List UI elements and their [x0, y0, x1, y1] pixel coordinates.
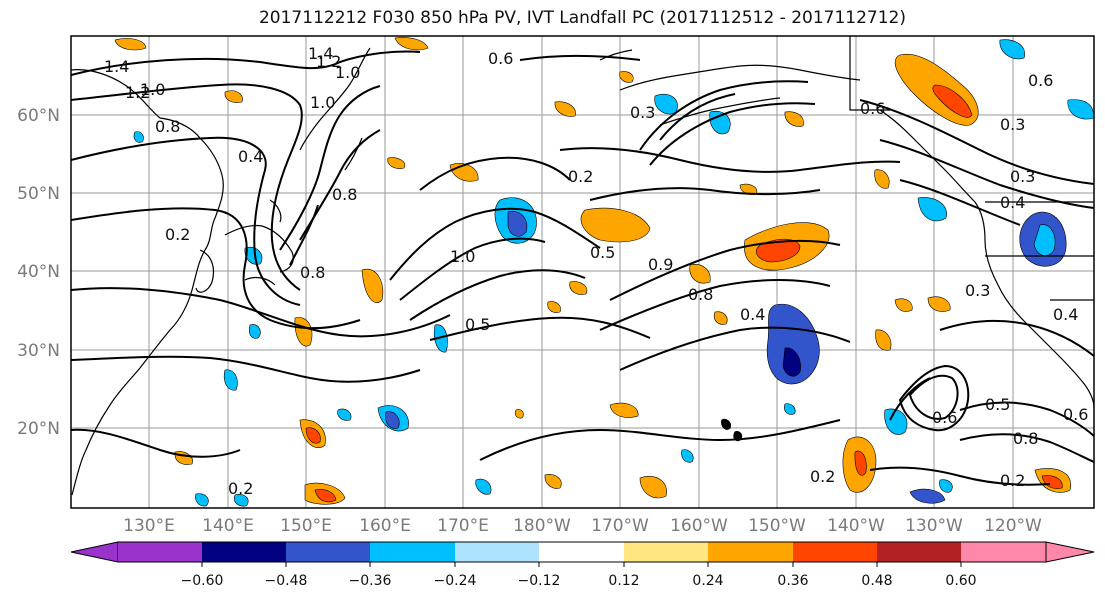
longitude-labels: 130°E 140°E 150°E 160°E 170°E 180°W 170°…	[123, 516, 1042, 536]
contour-label: 1.4	[104, 57, 129, 76]
lon-label: 140°E	[202, 516, 254, 536]
coastlines	[71, 36, 1094, 496]
contour-label: 0.3	[630, 103, 655, 122]
lon-label: 150°W	[748, 516, 806, 536]
contour-label: 0.8	[155, 117, 180, 136]
colorbar-segment	[202, 542, 287, 562]
colorbar-extend-max	[1045, 541, 1095, 563]
lon-label: 130°E	[123, 516, 175, 536]
contour-label: 0.6	[932, 408, 957, 427]
contour-label: 0.8	[332, 185, 357, 204]
colorbar-tick-label: 0.36	[777, 573, 808, 589]
contour-label: 0.2	[165, 225, 190, 244]
contour-label: 0.2	[228, 479, 253, 498]
colorbar-tick-label: −0.24	[434, 573, 477, 589]
contour-label: 1.0	[450, 247, 475, 266]
colorbar-segment	[455, 542, 540, 562]
colorbar-segment	[793, 542, 878, 562]
contour-label: 0.5	[590, 243, 615, 262]
contour-label: 0.6	[488, 49, 513, 68]
colorbar-segment	[370, 542, 455, 562]
lon-label: 170°E	[437, 516, 489, 536]
lon-label: 160°E	[359, 516, 411, 536]
colorbar-tick-label: −0.36	[349, 573, 392, 589]
contour-label: 0.2	[810, 467, 835, 486]
contour-label: 0.4	[740, 305, 765, 324]
colorbar-tick-label: 0.24	[692, 573, 723, 589]
map-frame	[70, 35, 1095, 509]
contour-label: 1.2	[125, 83, 150, 102]
colorbar-segment	[708, 542, 793, 562]
contour-label: 0.5	[985, 395, 1010, 414]
contour-label: 0.8	[688, 285, 713, 304]
lon-label: 130°W	[905, 516, 963, 536]
lat-label: 60°N	[17, 106, 60, 126]
colorbar-tick-label: −0.12	[518, 573, 561, 589]
contour-label: 0.6	[860, 99, 885, 118]
pv-contours	[71, 50, 1094, 486]
lat-label: 40°N	[17, 262, 60, 282]
colorbar-ticks	[201, 562, 962, 567]
colorbar-tick-label: 0.48	[861, 573, 892, 589]
contour-label: 0.3	[1000, 115, 1025, 134]
contour-label: 1.4	[308, 44, 333, 63]
lon-label: 170°W	[591, 516, 649, 536]
map-panel: 1.4 1.2 1.0 0.6 1.4 1.0 0.8 0.4 1.2 1.0 …	[70, 35, 1095, 509]
lon-label: 140°W	[827, 516, 885, 536]
colorbar-tick-label: −0.48	[265, 573, 308, 589]
contour-label: 0.4	[238, 147, 263, 166]
lat-label: 50°N	[17, 184, 60, 204]
map-title: 2017112212 F030 850 hPa PV, IVT Landfall…	[258, 8, 906, 28]
contour-labels: 1.4 1.2 1.0 0.6 1.4 1.0 0.8 0.4 1.2 1.0 …	[104, 44, 1088, 498]
lon-label: 150°E	[280, 516, 332, 536]
lon-label: 160°W	[670, 516, 728, 536]
contour-label: 0.2	[1000, 471, 1025, 490]
colorbar-tick-label: −0.60	[181, 573, 224, 589]
contour-label: 1.0	[140, 80, 165, 99]
colorbar-extend-min	[70, 541, 119, 563]
contour-label: 1.0	[335, 63, 360, 82]
contour-label: 0.8	[1013, 429, 1038, 448]
contour-label: 0.5	[465, 315, 490, 334]
colorbar-segment	[961, 542, 1047, 562]
contour-label: 0.2	[568, 167, 593, 186]
colorbar-segment	[877, 542, 962, 562]
colorbar-tick-label: 0.12	[608, 573, 639, 589]
lat-label: 20°N	[17, 419, 60, 439]
colorbar: −0.60 −0.48 −0.36 −0.24 −0.12 0.12 0.24 …	[70, 541, 1095, 589]
lat-label: 30°N	[17, 341, 60, 361]
contour-label: 0.3	[965, 281, 990, 300]
latitude-labels: 60°N 50°N 40°N 30°N 20°N	[17, 106, 60, 439]
contour-label: 0.9	[648, 255, 673, 274]
contour-label: 0.3	[1010, 167, 1035, 186]
colorbar-segment	[118, 542, 203, 562]
contour-label: 0.4	[1000, 193, 1025, 212]
contour-label: 0.4	[1053, 305, 1078, 324]
contour-label: 1.2	[316, 52, 341, 71]
colorbar-segment	[286, 542, 371, 562]
colorbar-segment	[539, 542, 625, 562]
contour-label: 0.6	[1028, 71, 1053, 90]
contour-label: 0.8	[300, 263, 325, 282]
colorbar-tick-label: 0.60	[945, 573, 976, 589]
contour-label: 1.0	[310, 93, 335, 112]
colorbar-segment	[624, 542, 709, 562]
contour-label: 0.6	[1063, 405, 1088, 424]
lon-label: 120°W	[984, 516, 1042, 536]
lon-label: 180°W	[513, 516, 571, 536]
